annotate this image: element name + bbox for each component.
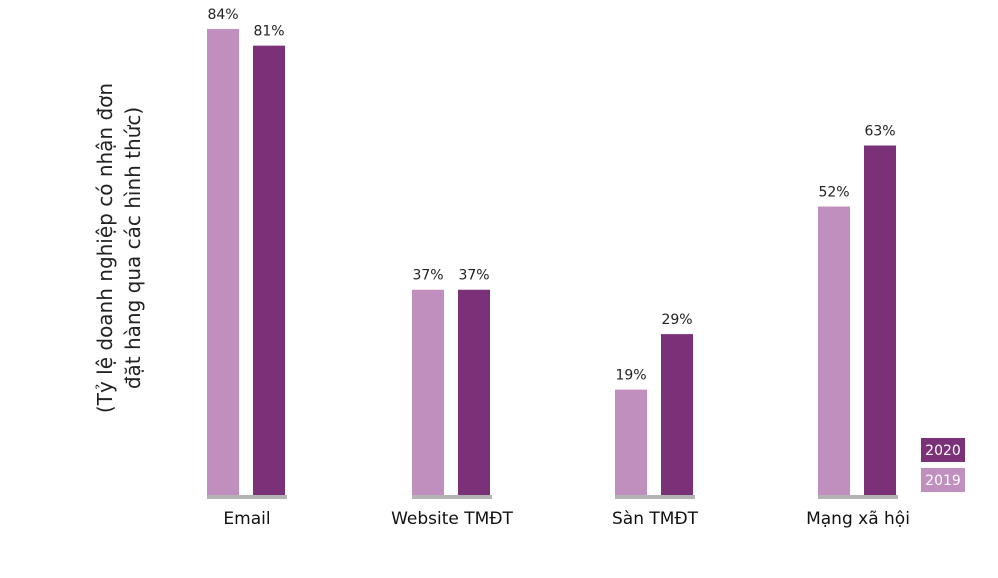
y-axis-label-line-1: (Tỷ lệ doanh nghiệp có nhận đơn bbox=[93, 83, 117, 413]
bar-san-tmdt-2020 bbox=[661, 334, 693, 495]
legend: 2020 2019 bbox=[921, 438, 965, 492]
bar-san-tmdt-2019 bbox=[615, 389, 647, 495]
data-label-email-2020: 81% bbox=[253, 24, 284, 40]
data-label-mang-xa-hoi-2019: 52% bbox=[818, 185, 849, 201]
baseline-san-tmdt bbox=[615, 495, 695, 499]
x-tick-label-mang-xa-hoi: Mạng xã hội bbox=[806, 509, 910, 529]
legend-swatch-2019 bbox=[921, 468, 965, 492]
data-label-website-tmdt-2019: 37% bbox=[412, 268, 443, 284]
y-axis-label: (Tỷ lệ doanh nghiệp có nhận đơn đặt hàng… bbox=[93, 83, 145, 413]
legend-swatch-2020 bbox=[921, 438, 965, 462]
bar-mang-xa-hoi-2020 bbox=[864, 145, 896, 495]
data-label-san-tmdt-2020: 29% bbox=[661, 312, 692, 328]
x-tick-label-san-tmdt: Sàn TMĐT bbox=[612, 509, 699, 529]
baseline-mang-xa-hoi bbox=[818, 495, 898, 499]
bar-website-tmdt-2020 bbox=[458, 289, 490, 495]
bar-email-2019 bbox=[207, 29, 239, 495]
baseline-website-tmdt bbox=[412, 495, 492, 499]
bar-mang-xa-hoi-2019 bbox=[818, 206, 850, 495]
baseline-email bbox=[207, 495, 287, 499]
x-tick-label-website-tmdt: Website TMĐT bbox=[391, 509, 513, 529]
data-label-mang-xa-hoi-2020: 63% bbox=[864, 124, 895, 140]
legend-label-2020: 2020 bbox=[925, 443, 961, 459]
data-label-email-2019: 84% bbox=[207, 7, 238, 23]
y-axis-label-line-2: đặt hàng qua các hình thức) bbox=[121, 107, 145, 389]
bar-email-2020 bbox=[253, 45, 285, 496]
x-tick-label-email: Email bbox=[223, 509, 270, 529]
data-label-website-tmdt-2020: 37% bbox=[458, 268, 489, 284]
data-label-san-tmdt-2019: 19% bbox=[615, 368, 646, 384]
bars-group: 84% 81% Email 37% 37% Website TMĐT 19% 29% Sàn T… bbox=[207, 7, 910, 529]
bar-website-tmdt-2019 bbox=[412, 289, 444, 495]
legend-label-2019: 2019 bbox=[925, 473, 961, 489]
